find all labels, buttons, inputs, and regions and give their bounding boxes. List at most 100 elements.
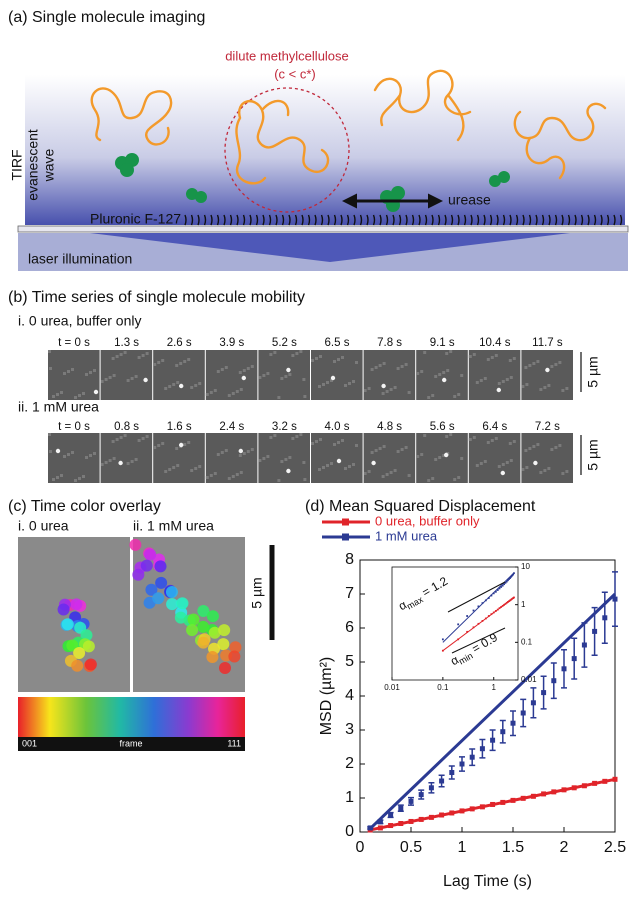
noise: [49, 367, 52, 370]
noise: [78, 394, 81, 397]
noise: [187, 441, 191, 444]
data-point: [472, 609, 475, 612]
noise: [561, 472, 565, 475]
data-point: [469, 754, 475, 760]
frame-time: 7.2 s: [535, 421, 560, 433]
data-point: [510, 797, 516, 803]
noise: [262, 457, 266, 460]
polymer-brush: [528, 214, 532, 226]
noise: [554, 363, 558, 366]
frame: [363, 433, 416, 483]
track-spot: [152, 592, 165, 605]
noise: [319, 438, 322, 441]
polymer-brush: [418, 214, 421, 226]
noise: [224, 449, 228, 452]
polymer-condition: (c < c*): [274, 66, 316, 81]
surface-coating: [184, 214, 623, 226]
track-spot: [197, 605, 210, 618]
polymer-brush: [470, 214, 473, 226]
noise: [74, 396, 77, 399]
molecule-spot: [500, 470, 505, 476]
noise: [381, 475, 385, 478]
noise: [486, 358, 490, 361]
molecule-spot: [179, 442, 184, 448]
noise: [396, 367, 400, 370]
data-point: [479, 746, 485, 752]
noise: [355, 361, 358, 364]
polymer-brush: [574, 214, 577, 226]
noise: [509, 376, 513, 379]
noise: [78, 477, 81, 480]
track-spot: [154, 560, 167, 573]
noise: [400, 365, 404, 368]
polymer-brush: [463, 214, 467, 226]
noise: [363, 472, 367, 475]
data-point: [509, 577, 512, 579]
noise: [111, 357, 115, 360]
molecule-spot: [179, 383, 184, 389]
noise: [227, 477, 231, 480]
polymer-brush: [606, 214, 610, 226]
urease: [195, 191, 207, 203]
fit-line: [442, 572, 515, 643]
track-spot: [140, 559, 153, 572]
frame-time: 1.3 s: [114, 337, 139, 349]
track-spot: [165, 586, 178, 599]
polymer-brush: [216, 214, 220, 226]
noise: [187, 358, 191, 361]
polymer-brush: [197, 214, 200, 226]
noise: [528, 364, 532, 367]
noise: [370, 368, 374, 371]
data-point: [428, 814, 434, 820]
polymers: [90, 69, 607, 185]
noise: [457, 476, 461, 479]
track-spot: [208, 626, 221, 639]
data-point: [530, 700, 536, 706]
noise: [543, 386, 547, 389]
track-spot: [219, 662, 231, 674]
polymer-brush: [307, 214, 311, 226]
noise: [416, 372, 420, 375]
data-point: [612, 596, 618, 602]
track-spot: [166, 598, 179, 611]
data-point: [408, 818, 414, 824]
noise: [266, 372, 270, 375]
noise: [423, 434, 427, 437]
data-point: [457, 638, 460, 641]
polymer: [235, 99, 330, 185]
noise: [137, 356, 141, 359]
data-point: [503, 603, 506, 606]
track-spot: [145, 583, 158, 596]
frame-time: 4.0 s: [325, 421, 350, 433]
polymer-brush: [203, 214, 207, 226]
noise: [389, 388, 393, 391]
noise: [235, 390, 239, 393]
noise: [378, 447, 382, 450]
noise: [153, 446, 157, 449]
noise: [224, 366, 228, 369]
noise: [302, 461, 306, 464]
molecule-spot: [371, 460, 376, 466]
polymer-brush: [327, 214, 330, 226]
polymer-label: dilute methylcellulose: [225, 48, 349, 63]
polymer-brush: [541, 214, 545, 226]
frame-time: 5.2 s: [272, 337, 297, 349]
noise: [389, 471, 393, 474]
noise: [438, 456, 442, 459]
noise: [468, 355, 472, 358]
data-point: [487, 615, 490, 617]
track-spot: [73, 647, 86, 660]
fit-line: [369, 592, 617, 830]
noise: [508, 359, 512, 362]
noise: [547, 467, 551, 470]
data-point: [500, 799, 506, 805]
data-point: [472, 626, 475, 629]
data-point: [551, 789, 557, 795]
data-point: [484, 599, 487, 602]
data-point: [507, 601, 509, 603]
frame: [48, 350, 100, 400]
data-point: [509, 599, 512, 602]
inset-y-tick-label: 10: [521, 562, 530, 571]
noise: [333, 443, 336, 446]
polymer-brush: [229, 214, 233, 226]
